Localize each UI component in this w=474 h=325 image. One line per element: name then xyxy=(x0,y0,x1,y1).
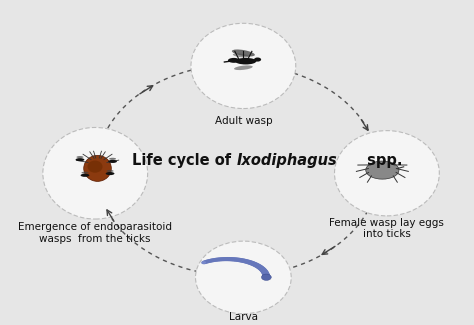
Ellipse shape xyxy=(258,266,266,272)
Text: Adult wasp: Adult wasp xyxy=(215,116,272,126)
Ellipse shape xyxy=(202,260,210,264)
Ellipse shape xyxy=(239,258,247,263)
Ellipse shape xyxy=(81,174,90,177)
Ellipse shape xyxy=(226,257,234,261)
Ellipse shape xyxy=(244,259,252,264)
Ellipse shape xyxy=(249,261,257,266)
Ellipse shape xyxy=(233,53,249,58)
Ellipse shape xyxy=(229,257,237,261)
Ellipse shape xyxy=(236,258,244,262)
Ellipse shape xyxy=(75,158,84,161)
Ellipse shape xyxy=(201,261,206,264)
Ellipse shape xyxy=(201,260,208,264)
Ellipse shape xyxy=(82,172,89,174)
Ellipse shape xyxy=(255,264,262,269)
Ellipse shape xyxy=(224,257,232,261)
Ellipse shape xyxy=(263,274,270,280)
Ellipse shape xyxy=(108,160,117,163)
Text: spp.: spp. xyxy=(362,153,402,168)
Ellipse shape xyxy=(247,260,255,265)
Ellipse shape xyxy=(219,257,227,261)
Ellipse shape xyxy=(231,257,239,262)
Ellipse shape xyxy=(76,156,83,158)
Ellipse shape xyxy=(204,259,211,264)
Ellipse shape xyxy=(253,263,261,268)
Ellipse shape xyxy=(228,257,236,261)
Text: Larva: Larva xyxy=(229,312,258,322)
Ellipse shape xyxy=(335,131,439,216)
Ellipse shape xyxy=(206,259,213,263)
Ellipse shape xyxy=(195,241,291,314)
Ellipse shape xyxy=(88,161,102,173)
Ellipse shape xyxy=(210,258,218,262)
Ellipse shape xyxy=(262,274,271,280)
Ellipse shape xyxy=(220,257,228,261)
Ellipse shape xyxy=(217,257,225,261)
Ellipse shape xyxy=(237,258,246,263)
Ellipse shape xyxy=(84,155,111,181)
Ellipse shape xyxy=(232,49,255,57)
Ellipse shape xyxy=(228,58,240,63)
Ellipse shape xyxy=(214,258,221,262)
Ellipse shape xyxy=(209,258,216,262)
Ellipse shape xyxy=(241,259,249,263)
Ellipse shape xyxy=(261,270,269,276)
Ellipse shape xyxy=(242,259,250,264)
Ellipse shape xyxy=(233,257,241,262)
Ellipse shape xyxy=(251,262,259,267)
Ellipse shape xyxy=(248,261,256,266)
Ellipse shape xyxy=(263,273,270,279)
Ellipse shape xyxy=(43,127,148,219)
Ellipse shape xyxy=(260,268,268,274)
Ellipse shape xyxy=(107,170,114,172)
Ellipse shape xyxy=(262,271,270,278)
Ellipse shape xyxy=(212,258,219,262)
Ellipse shape xyxy=(260,267,267,273)
Ellipse shape xyxy=(234,65,253,70)
Text: Female wasp lay eggs
into ticks: Female wasp lay eggs into ticks xyxy=(329,218,444,239)
Text: Emergence of endoparasitoid
wasps  from the ticks: Emergence of endoparasitoid wasps from t… xyxy=(18,222,172,244)
Ellipse shape xyxy=(252,262,260,267)
Ellipse shape xyxy=(262,272,270,278)
Ellipse shape xyxy=(207,259,214,263)
Text: Ixodiphagus: Ixodiphagus xyxy=(237,153,337,168)
Ellipse shape xyxy=(366,161,399,179)
Ellipse shape xyxy=(234,258,242,262)
Ellipse shape xyxy=(235,58,256,64)
Ellipse shape xyxy=(262,271,269,277)
Ellipse shape xyxy=(106,172,114,175)
Ellipse shape xyxy=(191,23,296,109)
Ellipse shape xyxy=(257,266,265,271)
Ellipse shape xyxy=(246,260,254,265)
Ellipse shape xyxy=(215,257,223,262)
Ellipse shape xyxy=(254,58,261,62)
Ellipse shape xyxy=(109,158,116,160)
Ellipse shape xyxy=(261,269,268,275)
Ellipse shape xyxy=(255,264,263,269)
Ellipse shape xyxy=(222,257,230,261)
Ellipse shape xyxy=(256,265,264,270)
Ellipse shape xyxy=(259,267,267,273)
Text: Life cycle of: Life cycle of xyxy=(132,153,237,168)
